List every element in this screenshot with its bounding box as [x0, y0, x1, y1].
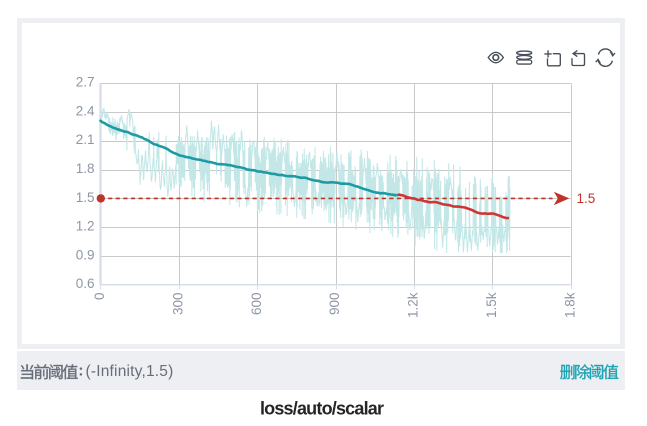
- svg-text:1.2k: 1.2k: [406, 292, 421, 318]
- svg-text:0: 0: [92, 293, 107, 301]
- svg-text:0.6: 0.6: [76, 276, 95, 291]
- svg-text:300: 300: [171, 293, 186, 316]
- svg-text:1.5k: 1.5k: [484, 292, 499, 318]
- svg-text:900: 900: [327, 293, 342, 316]
- svg-text:0.9: 0.9: [76, 247, 95, 262]
- svg-text:1.8k: 1.8k: [562, 292, 577, 318]
- svg-text:2.7: 2.7: [76, 75, 95, 90]
- svg-text:2.4: 2.4: [76, 103, 95, 118]
- svg-text:2.1: 2.1: [76, 132, 95, 147]
- svg-text:loss/auto/scalar: loss/auto/scalar: [260, 399, 384, 419]
- svg-text:1.5: 1.5: [76, 190, 95, 205]
- svg-text:1.2: 1.2: [76, 219, 95, 234]
- svg-text:1.8: 1.8: [76, 161, 95, 176]
- svg-text:1.5: 1.5: [577, 191, 596, 206]
- svg-text:600: 600: [249, 293, 264, 316]
- svg-text:(-Infinity,1.5): (-Infinity,1.5): [86, 363, 174, 380]
